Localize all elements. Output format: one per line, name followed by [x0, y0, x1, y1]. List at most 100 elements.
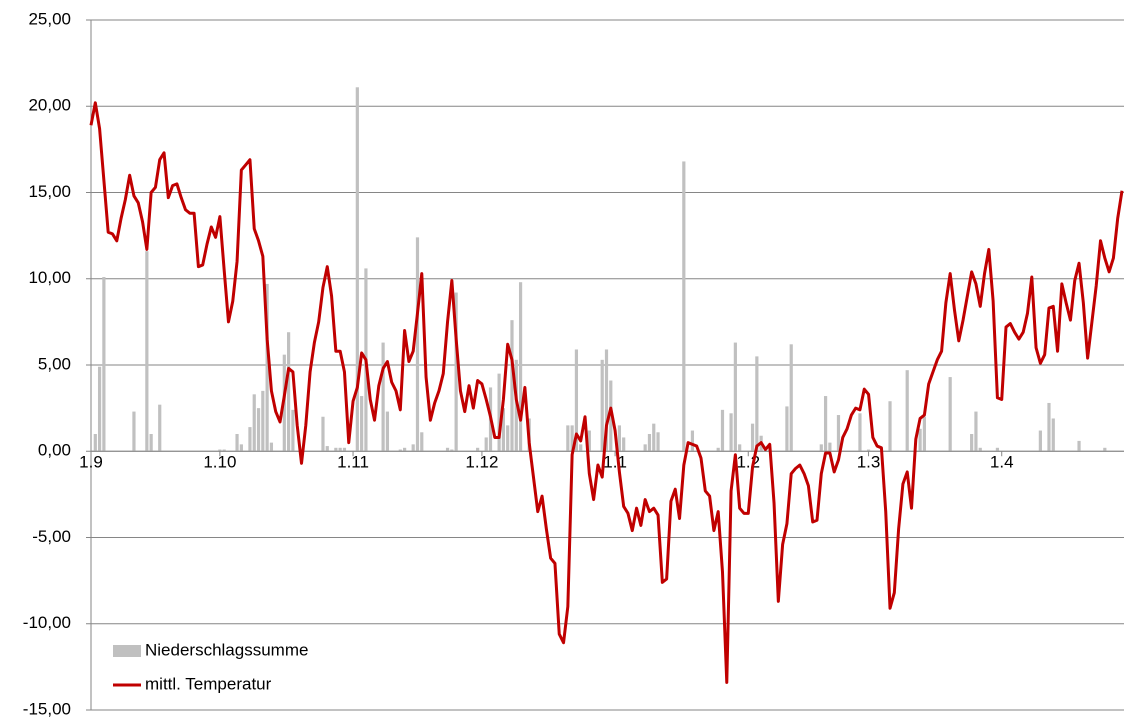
bar — [334, 447, 338, 452]
y-tick-label: -10,00 — [23, 613, 71, 632]
bar — [570, 425, 574, 452]
bar — [716, 447, 720, 452]
bar — [733, 342, 737, 452]
x-tick-label: 1.12 — [465, 453, 498, 472]
y-tick-label: 15,00 — [28, 182, 71, 201]
bar — [235, 434, 239, 452]
y-tick-label: 10,00 — [28, 268, 71, 287]
bar — [566, 425, 570, 452]
bar — [995, 447, 1000, 452]
bar — [978, 447, 982, 452]
bar — [360, 396, 364, 452]
bar — [905, 370, 909, 452]
y-tick-label: 5,00 — [38, 354, 71, 373]
bar — [918, 428, 922, 452]
bar — [450, 449, 454, 452]
bar — [338, 447, 342, 452]
bar — [1103, 447, 1107, 452]
bar — [682, 161, 686, 452]
bar — [398, 449, 402, 452]
bar — [604, 349, 609, 452]
legend-label: mittl. Temperatur — [145, 674, 272, 693]
x-tick-label: 1.4 — [990, 453, 1014, 472]
bar — [1051, 418, 1055, 452]
bar — [476, 447, 480, 452]
bar — [149, 434, 153, 452]
bar — [828, 442, 832, 452]
bar — [974, 411, 978, 452]
bar — [145, 251, 149, 452]
x-tick-label: 1.3 — [857, 453, 881, 472]
x-tick-label: 1.2 — [736, 453, 760, 472]
bar — [1038, 430, 1042, 452]
bar — [97, 366, 102, 452]
x-tick-label: 1.10 — [203, 453, 236, 472]
bar — [789, 344, 793, 452]
temperature-line — [89, 101, 1124, 684]
bar — [819, 444, 823, 452]
bar — [579, 444, 583, 452]
bar — [93, 434, 97, 452]
bar — [445, 447, 450, 452]
bar — [738, 444, 742, 452]
bar — [239, 444, 243, 452]
bar — [325, 446, 329, 452]
bar — [287, 332, 291, 452]
y-tick-label: 20,00 — [28, 96, 71, 115]
y-tick-label: 0,00 — [38, 441, 71, 460]
bar — [622, 437, 626, 452]
bar — [922, 416, 926, 452]
bar — [518, 282, 523, 452]
bar — [102, 277, 106, 452]
bar — [261, 390, 265, 452]
bar — [484, 437, 488, 452]
bar — [1077, 440, 1081, 452]
y-tick-label: 25,00 — [28, 9, 71, 28]
y-tick-label: -15,00 — [23, 699, 71, 718]
bar — [574, 349, 579, 452]
bar — [647, 434, 652, 452]
legend-label: Niederschlagssumme — [145, 640, 308, 659]
bar — [454, 292, 458, 452]
bar — [1047, 402, 1051, 452]
bar — [587, 430, 591, 452]
bar — [836, 415, 841, 452]
bar — [381, 342, 385, 452]
x-tick-label: 1.9 — [79, 453, 103, 472]
bar — [970, 434, 974, 452]
bar — [888, 401, 892, 452]
bar — [866, 449, 871, 452]
bar — [132, 411, 136, 452]
bar — [222, 449, 226, 452]
bar — [218, 449, 222, 452]
bar — [506, 425, 510, 452]
bar — [617, 425, 621, 452]
bar — [291, 409, 295, 452]
bar — [720, 409, 725, 452]
bar — [256, 408, 261, 452]
bar — [600, 359, 604, 452]
bar — [750, 423, 755, 452]
bar — [411, 444, 415, 452]
bar — [355, 87, 359, 452]
bar — [858, 413, 862, 452]
bar — [948, 377, 952, 452]
bar — [755, 356, 759, 452]
bar — [690, 430, 695, 452]
bar — [652, 423, 656, 452]
bar — [248, 427, 252, 452]
bar — [402, 447, 407, 452]
bar — [729, 413, 733, 452]
bar — [510, 320, 514, 452]
bar — [501, 408, 505, 452]
legend-swatch — [113, 645, 141, 657]
bar — [321, 416, 325, 452]
bar — [252, 394, 256, 452]
bar — [643, 444, 647, 452]
bar — [823, 396, 828, 452]
bar — [269, 442, 274, 452]
x-tick-label: 1.11 — [337, 453, 369, 472]
bar — [158, 404, 162, 452]
